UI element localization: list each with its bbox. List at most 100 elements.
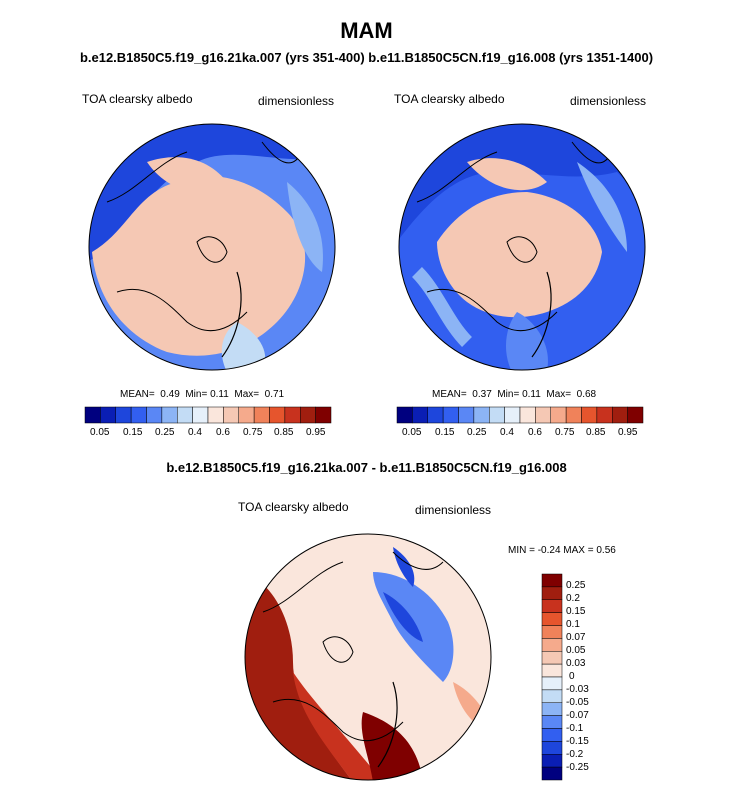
cb3-tick: -0.15 xyxy=(566,736,589,747)
diff-colorbar xyxy=(541,573,563,781)
difference-polar-map xyxy=(244,533,492,781)
figure-subtitle: b.e12.B1850C5.f19_g16.21ka.007 (yrs 351-… xyxy=(79,50,654,65)
colorbar-swatch xyxy=(458,406,475,424)
cb1-tick: 0.75 xyxy=(243,427,263,438)
colorbar-swatch xyxy=(396,406,413,424)
cb3-tick: -0.1 xyxy=(566,723,584,734)
colorbar-swatch xyxy=(284,406,301,424)
cb3-tick: 0.03 xyxy=(566,658,586,669)
panel2-units-label: dimensionless xyxy=(570,94,647,108)
difference-title: b.e12.B1850C5.f19_g16.21ka.007 - b.e11.B… xyxy=(166,460,567,475)
panel2-colorbar-ticks: 0.05 0.15 0.25 0.4 0.6 0.75 0.85 0.95 xyxy=(397,427,643,441)
cb3-tick: 0.1 xyxy=(566,619,580,630)
panel2-field-label: TOA clearsky albedo xyxy=(394,92,505,106)
panel1-polar-map xyxy=(88,123,336,371)
diff-units-label: dimensionless xyxy=(415,503,492,517)
colorbar-swatch xyxy=(541,766,563,781)
colorbar-swatch xyxy=(161,406,178,424)
cb3-tick: 0.05 xyxy=(566,645,586,656)
colorbar-swatch xyxy=(489,406,505,424)
cb2-tick: 0.75 xyxy=(555,427,575,438)
colorbar-swatch xyxy=(627,406,644,424)
colorbar-swatch xyxy=(412,406,428,424)
colorbar-swatch xyxy=(541,625,563,639)
cb3-tick: -0.05 xyxy=(566,697,589,708)
cb1-tick: 0.4 xyxy=(188,427,202,438)
colorbar-swatch xyxy=(146,406,163,424)
diff-minmax: MIN = -0.24 MAX = 0.56 xyxy=(508,545,616,556)
colorbar-swatch xyxy=(596,406,613,424)
colorbar-swatch xyxy=(192,406,209,424)
colorbar-swatch xyxy=(541,638,563,652)
cb3-tick: 0.25 xyxy=(566,580,586,591)
colorbar-swatch xyxy=(315,406,332,424)
cb2-tick: 0.6 xyxy=(528,427,542,438)
panel1-colorbar xyxy=(84,406,332,424)
cb3-tick: -0.07 xyxy=(566,710,589,721)
colorbar-swatch xyxy=(541,573,563,588)
cb1-tick: 0.25 xyxy=(155,427,175,438)
colorbar-swatch xyxy=(541,741,563,755)
colorbar-swatch xyxy=(541,676,563,691)
cb3-tick: 0.2 xyxy=(566,593,580,604)
colorbar-swatch xyxy=(541,599,563,613)
colorbar-swatch xyxy=(442,406,459,424)
colorbar-swatch xyxy=(253,406,270,424)
panel2-stats: MEAN= 0.37 Min= 0.11 Max= 0.68 xyxy=(432,389,597,400)
colorbar-swatch xyxy=(223,406,239,424)
diff-field-label: TOA clearsky albedo xyxy=(238,500,349,514)
diff-colorbar-ticks: 0.25 0.2 0.15 0.1 0.07 0.05 0.03 0 -0.03… xyxy=(566,574,606,780)
figure-title: MAM xyxy=(340,18,393,43)
colorbar-swatch xyxy=(550,406,567,424)
colorbar-swatch xyxy=(612,406,628,424)
colorbar-swatch xyxy=(269,406,286,424)
colorbar-swatch xyxy=(519,406,536,424)
colorbar-swatch xyxy=(84,406,101,424)
cb3-tick: -0.03 xyxy=(566,684,589,695)
cb3-tick: 0.07 xyxy=(566,632,586,643)
colorbar-swatch xyxy=(581,406,598,424)
panel1-colorbar-ticks: 0.05 0.15 0.25 0.4 0.6 0.75 0.85 0.95 xyxy=(85,427,331,441)
colorbar-swatch xyxy=(541,586,563,600)
cb1-tick: 0.15 xyxy=(123,427,143,438)
panel2-polar-map xyxy=(398,123,646,371)
cb1-tick: 0.95 xyxy=(306,427,326,438)
cb2-tick: 0.4 xyxy=(500,427,514,438)
colorbar-swatch xyxy=(115,406,132,424)
cb1-tick: 0.05 xyxy=(90,427,110,438)
colorbar-swatch xyxy=(541,612,563,626)
colorbar-swatch xyxy=(541,663,563,678)
panel1-units-label: dimensionless xyxy=(258,94,335,108)
colorbar-swatch xyxy=(541,702,563,716)
colorbar-swatch xyxy=(541,689,563,703)
colorbar-swatch xyxy=(238,406,255,424)
colorbar-swatch xyxy=(504,406,521,424)
colorbar-swatch xyxy=(427,406,444,424)
cb2-tick: 0.85 xyxy=(586,427,606,438)
colorbar-swatch xyxy=(473,406,490,424)
cb3-tick: 0.15 xyxy=(566,606,586,617)
colorbar-swatch xyxy=(565,406,582,424)
cb3-tick: -0.2 xyxy=(566,749,584,760)
colorbar-swatch xyxy=(130,406,147,424)
cb3-tick: 0 xyxy=(569,671,575,682)
cb1-tick: 0.6 xyxy=(216,427,230,438)
colorbar-swatch xyxy=(541,728,563,742)
cb2-tick: 0.25 xyxy=(467,427,487,438)
colorbar-swatch xyxy=(207,406,224,424)
colorbar-swatch xyxy=(541,651,563,665)
cb2-tick: 0.15 xyxy=(435,427,455,438)
colorbar-swatch xyxy=(300,406,316,424)
colorbar-swatch xyxy=(177,406,193,424)
panel1-stats: MEAN= 0.49 Min= 0.11 Max= 0.71 xyxy=(120,389,285,400)
colorbar-swatch xyxy=(100,406,116,424)
cb3-tick: -0.25 xyxy=(566,762,589,773)
colorbar-swatch xyxy=(541,715,563,729)
cb2-tick: 0.05 xyxy=(402,427,422,438)
panel1-field-label: TOA clearsky albedo xyxy=(82,92,193,106)
cb1-tick: 0.85 xyxy=(274,427,294,438)
colorbar-swatch xyxy=(541,754,563,768)
panel2-colorbar xyxy=(396,406,644,424)
cb2-tick: 0.95 xyxy=(618,427,638,438)
colorbar-swatch xyxy=(535,406,551,424)
